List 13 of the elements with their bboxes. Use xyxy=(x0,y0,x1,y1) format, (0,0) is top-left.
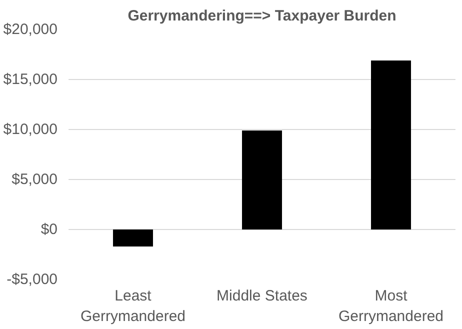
chart-title: Gerrymandering==> Taxpayer Burden xyxy=(128,8,396,24)
bar xyxy=(113,230,153,246)
y-tick-label: $15,000 xyxy=(3,71,58,88)
y-tick-label: $10,000 xyxy=(3,121,58,138)
x-tick-label: Middle States xyxy=(216,288,308,304)
bar xyxy=(371,60,411,230)
y-tick-label: $5,000 xyxy=(12,171,58,188)
y-tick-label: $20,000 xyxy=(3,21,58,38)
y-tick-label: $0 xyxy=(40,221,58,238)
x-tick-label: Least Gerrymandered xyxy=(80,288,186,325)
y-tick-label: -$5,000 xyxy=(6,271,58,288)
bar xyxy=(242,130,282,230)
x-tick-label: Most Gerrymandered xyxy=(338,288,444,325)
